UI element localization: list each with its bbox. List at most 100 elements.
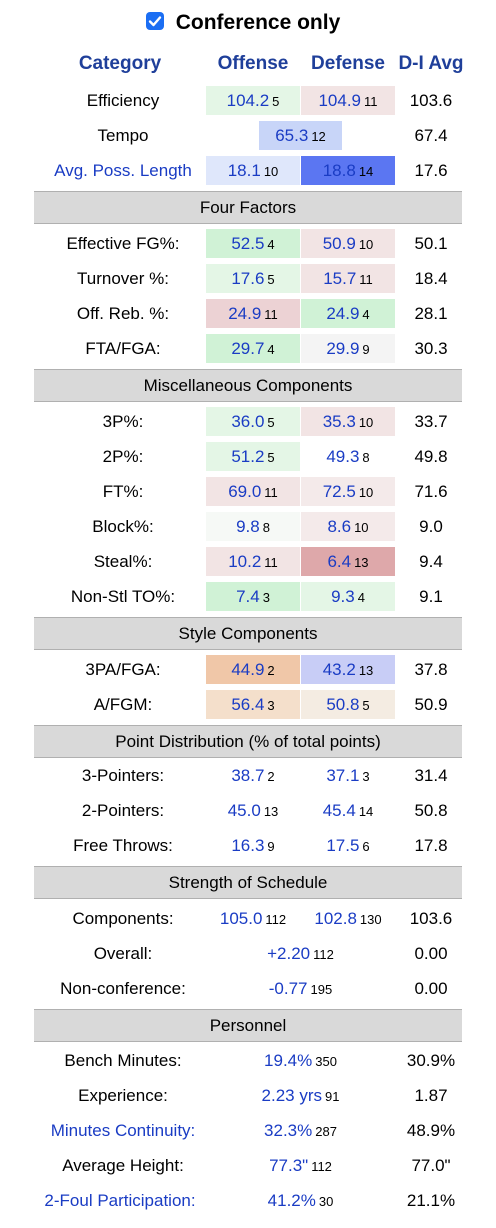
offense-value[interactable]: 45.0	[227, 801, 261, 820]
offense-value[interactable]: 56.4	[231, 695, 265, 714]
sos-nonconf-value[interactable]: -0.77	[268, 979, 308, 998]
offense-value[interactable]: 51.2	[231, 447, 265, 466]
d1-avg-value: 37.8	[414, 660, 448, 679]
offense-rank: 2	[267, 663, 275, 678]
defense-value[interactable]: 45.4	[322, 801, 356, 820]
table-row-bench-minutes: Bench Minutes: 19.4% 350 30.9%	[0, 1043, 496, 1078]
defense-value[interactable]: 24.9	[326, 304, 360, 323]
row-label: 3PA/FGA:	[85, 660, 161, 679]
defense-rank: 8	[362, 450, 370, 465]
defense-cell: 35.3 10	[301, 407, 395, 436]
offense-value[interactable]: 7.4	[236, 587, 260, 606]
defense-value[interactable]: 102.8	[314, 909, 357, 928]
section-header-point-distribution: Point Distribution (% of total points)	[34, 725, 462, 758]
defense-value[interactable]: 72.5	[322, 482, 356, 501]
table-row-block-pct: Block%: 9.8 8 8.6 10 9.0	[0, 509, 496, 544]
offense-value[interactable]: 16.3	[231, 836, 265, 855]
defense-value[interactable]: 50.9	[322, 234, 356, 253]
sos-nonconf-cell: -0.77 195	[206, 974, 395, 1003]
offense-rank: 5	[267, 450, 275, 465]
defense-value[interactable]: 37.1	[326, 766, 360, 785]
offense-value[interactable]: 105.0	[219, 909, 263, 928]
offense-value[interactable]: 9.8	[236, 517, 260, 536]
defense-value[interactable]: 43.2	[322, 660, 356, 679]
row-label-link[interactable]: Minutes Continuity:	[50, 1121, 196, 1140]
foul2-rank: 30	[318, 1194, 334, 1209]
defense-value[interactable]: 8.6	[327, 517, 352, 536]
table-row-average-height: Average Height: 77.3" 112 77.0"	[0, 1148, 496, 1183]
defense-rank: 10	[354, 520, 369, 535]
conference-only-checkbox[interactable]	[145, 12, 164, 30]
table-row-3pa-fga: 3PA/FGA: 44.9 2 43.2 13 37.8	[0, 652, 496, 687]
d1-avg-value: 103.6	[409, 909, 453, 928]
header-defense[interactable]: Defense	[311, 53, 385, 74]
table-row-poss-length: Avg. Poss. Length 18.1 10 18.8 14 17.6	[0, 153, 496, 188]
table-row-a-fgm: A/FGM: 56.4 3 50.8 5 50.9	[0, 687, 496, 722]
table-row-turnover: Turnover %: 17.6 5 15.7 11 18.4	[0, 261, 496, 296]
header-offense[interactable]: Offense	[217, 53, 289, 74]
row-label-link[interactable]: 2-Foul Participation:	[44, 1191, 196, 1210]
offense-value[interactable]: 10.2	[228, 552, 262, 571]
height-value[interactable]: 77.3"	[269, 1156, 309, 1175]
foul2-value[interactable]: 41.2%	[267, 1191, 316, 1210]
defense-value[interactable]: 18.8	[322, 161, 356, 180]
offense-value[interactable]: 104.2	[226, 91, 270, 110]
defense-value[interactable]: 9.3	[331, 587, 355, 606]
table-row-minutes-continuity: Minutes Continuity: 32.3% 287 48.9%	[0, 1113, 496, 1148]
continuity-cell: 32.3% 287	[206, 1116, 395, 1145]
defense-value[interactable]: 6.4	[327, 552, 352, 571]
defense-rank: 4	[362, 307, 370, 322]
defense-value[interactable]: 17.5	[326, 836, 360, 855]
offense-value[interactable]: 24.9	[228, 304, 262, 323]
row-label-link[interactable]: Avg. Poss. Length	[54, 161, 192, 180]
defense-rank: 11	[359, 272, 373, 287]
offense-value[interactable]: 44.9	[231, 660, 265, 679]
offense-rank: 9	[267, 839, 275, 854]
header-category[interactable]: Category	[78, 53, 162, 74]
offense-cell: 56.4 3	[206, 690, 300, 719]
defense-value[interactable]: 35.3	[322, 412, 356, 431]
defense-cell: 15.7 11	[301, 264, 395, 293]
sos-overall-value[interactable]: +2.20	[267, 944, 311, 963]
defense-value[interactable]: 50.8	[326, 695, 360, 714]
offense-rank: 5	[272, 94, 280, 109]
defense-rank: 3	[362, 769, 370, 784]
offense-rank: 4	[267, 342, 275, 357]
offense-cell: 29.7 4	[206, 334, 300, 363]
defense-cell: 43.2 13	[301, 655, 395, 684]
row-label[interactable]: Efficiency	[86, 91, 160, 110]
offense-cell: 36.0 5	[206, 407, 300, 436]
offense-value[interactable]: 36.0	[231, 412, 265, 431]
defense-value[interactable]: 29.9	[326, 339, 360, 358]
offense-value[interactable]: 18.1	[227, 161, 261, 180]
d1-avg-value: 103.6	[409, 91, 453, 110]
checkmark-icon	[148, 16, 161, 27]
offense-value[interactable]: 52.5	[231, 234, 265, 253]
row-label: Non-Stl TO%:	[70, 587, 176, 606]
offense-value[interactable]: 69.0	[228, 482, 262, 501]
header-d1-avg[interactable]: D-I Avg	[398, 53, 464, 74]
offense-rank: 3	[267, 698, 275, 713]
experience-value[interactable]: 2.23 yrs	[261, 1086, 322, 1105]
offense-cell: 104.2 5	[206, 86, 300, 115]
d1-avg-value: 50.8	[414, 801, 448, 820]
defense-rank: 10	[358, 415, 374, 430]
row-label: Tempo	[97, 126, 149, 145]
table-row-efg: Effective FG%: 52.5 4 50.9 10 50.1	[0, 226, 496, 261]
offense-value[interactable]: 29.7	[231, 339, 265, 358]
defense-rank: 10	[358, 485, 374, 500]
defense-value[interactable]: 104.9	[318, 91, 362, 110]
tempo-rank: 12	[311, 129, 326, 144]
d1-avg-value: 71.6	[414, 482, 448, 501]
defense-value[interactable]: 49.3	[326, 447, 360, 466]
offense-cell: 18.1 10	[206, 156, 300, 185]
d1-avg-value: 77.0"	[411, 1156, 451, 1175]
continuity-value[interactable]: 32.3%	[264, 1121, 313, 1140]
offense-value[interactable]: 17.6	[231, 269, 265, 288]
bench-minutes-value[interactable]: 19.4%	[264, 1051, 313, 1070]
offense-value[interactable]: 38.7	[231, 766, 265, 785]
defense-value[interactable]: 15.7	[323, 269, 357, 288]
tempo-value[interactable]: 65.3	[275, 126, 309, 145]
defense-cell: 18.8 14	[301, 156, 395, 185]
sos-overall-cell: +2.20 112	[206, 939, 395, 968]
